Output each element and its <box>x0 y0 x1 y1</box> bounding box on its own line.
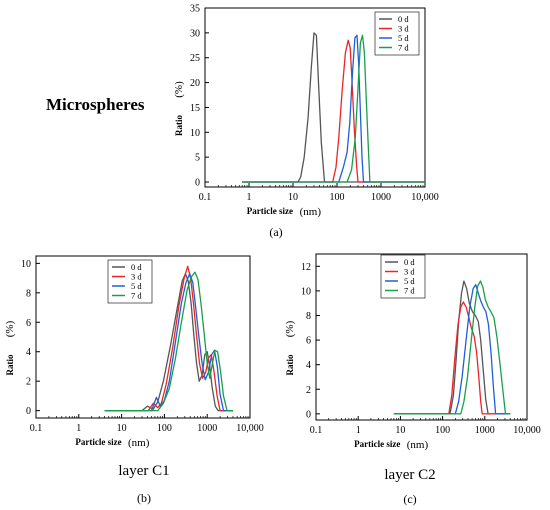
x-tick-label: 10,000 <box>411 192 439 203</box>
legend-label: 3 d <box>404 267 415 277</box>
x-tick-label: 10,000 <box>513 425 541 436</box>
y-tick-label: 35 <box>190 4 200 15</box>
x-axis-unit: (nm) <box>128 437 150 449</box>
y-tick-label: 25 <box>190 53 200 64</box>
y-tick-label: 0 <box>26 406 31 417</box>
series-line-7d <box>242 34 425 183</box>
y-tick-label: 6 <box>26 318 31 329</box>
legend-label: 0 d <box>404 257 415 267</box>
x-tick-label: 1000 <box>475 425 495 436</box>
plot-frame-c <box>315 253 528 421</box>
chart-b: 0 2 4 6 8 10 0.1 1 10 100 1000 10,000 Particle size (… <box>4 255 264 449</box>
series-line-5d <box>104 273 233 412</box>
y-axis-unit: (%) <box>284 320 296 337</box>
series-line-7d <box>104 271 233 412</box>
y-tick-label: 8 <box>306 311 311 322</box>
y-tick-label: 10 <box>21 259 31 270</box>
x-tick-label: 0.1 <box>199 192 212 203</box>
legend-label: 5 d <box>404 276 415 286</box>
x-tick-label: 1000 <box>197 423 217 434</box>
x-tick-label: 100 <box>435 425 450 436</box>
chart-c: 0 2 4 6 8 10 12 0.1 1 10 100 1000 10,000 Particle siz… <box>284 253 541 451</box>
x-axis-label: Particle size <box>247 206 293 216</box>
y-tick-label: 6 <box>306 336 311 347</box>
y-axis-label: Ratio <box>174 115 184 136</box>
series-line-5d <box>242 34 425 183</box>
legend-label: 0 d <box>398 14 409 24</box>
legend-a: 0 d3 d5 d7 d <box>374 11 420 56</box>
x-tick-label: 0.1 <box>310 425 323 436</box>
y-tick-label: 4 <box>306 360 311 371</box>
y-tick-label: 8 <box>26 288 31 299</box>
caption-b: (b) <box>137 491 151 505</box>
panel-c-label: layer C2 <box>384 467 435 483</box>
y-tick-label: 5 <box>195 153 200 164</box>
y-tick-label: 10 <box>301 286 311 297</box>
chart-a: 0 5 10 15 20 25 30 35 0.1 1 10 100 1000 10,000 Particl… <box>173 4 439 219</box>
series-line-3d <box>393 301 511 415</box>
x-tick-label: 0.1 <box>30 423 43 434</box>
y-axis-unit: (%) <box>4 320 16 337</box>
plot-frame-a <box>204 7 426 188</box>
panel-a-title: Microspheres <box>46 95 145 114</box>
y-tick-label: 20 <box>190 78 200 89</box>
legend-label: 7 d <box>131 291 142 301</box>
y-tick-label: 2 <box>26 377 31 388</box>
legend-label: 7 d <box>398 43 409 53</box>
y-tick-label: 30 <box>190 28 200 39</box>
y-tick-label: 2 <box>306 385 311 396</box>
series-line-0d <box>393 280 511 415</box>
legend-label: 3 d <box>131 272 142 282</box>
y-axis-unit: (%) <box>173 81 185 98</box>
y-tick-label: 4 <box>26 347 31 358</box>
y-tick-label: 10 <box>190 128 200 139</box>
y-tick-label: 12 <box>301 262 311 273</box>
panel-b-label: layer C1 <box>118 463 169 479</box>
x-tick-label: 10 <box>288 192 298 203</box>
legend-c: 0 d3 d5 d7 d <box>380 254 426 299</box>
y-tick-label: 15 <box>190 103 200 114</box>
x-axis-unit: (nm) <box>300 206 322 218</box>
legend-b: 0 d3 d5 d7 d <box>107 259 153 304</box>
legend-label: 0 d <box>131 262 142 272</box>
x-axis-label: Particle size <box>75 437 121 447</box>
caption-c: (c) <box>403 492 416 506</box>
x-tick-label: 100 <box>157 423 172 434</box>
y-axis-label: Ratio <box>285 354 295 375</box>
x-tick-label: 1000 <box>371 192 391 203</box>
legend-label: 7 d <box>404 286 415 296</box>
legend-label: 5 d <box>131 281 142 291</box>
x-axis-label: Particle size <box>354 439 400 449</box>
series-line-3d <box>242 39 425 183</box>
y-axis-label: Ratio <box>5 354 15 375</box>
series-line-7d <box>393 280 511 415</box>
x-tick-label: 1 <box>356 425 361 436</box>
x-tick-label: 1 <box>247 192 252 203</box>
series-line-0d <box>242 32 425 183</box>
x-axis-unit: (nm) <box>407 439 429 451</box>
x-tick-label: 10,000 <box>236 423 264 434</box>
series-line-5d <box>393 284 511 415</box>
legend-label: 3 d <box>398 24 409 34</box>
y-tick-label: 0 <box>306 409 311 420</box>
x-tick-label: 10 <box>117 423 127 434</box>
x-tick-label: 10 <box>395 425 405 436</box>
y-tick-label: 0 <box>195 178 200 189</box>
caption-a: (a) <box>269 225 282 239</box>
x-tick-label: 100 <box>330 192 345 203</box>
plot-frame-b <box>35 255 251 419</box>
x-tick-label: 1 <box>76 423 81 434</box>
legend-label: 5 d <box>398 33 409 43</box>
